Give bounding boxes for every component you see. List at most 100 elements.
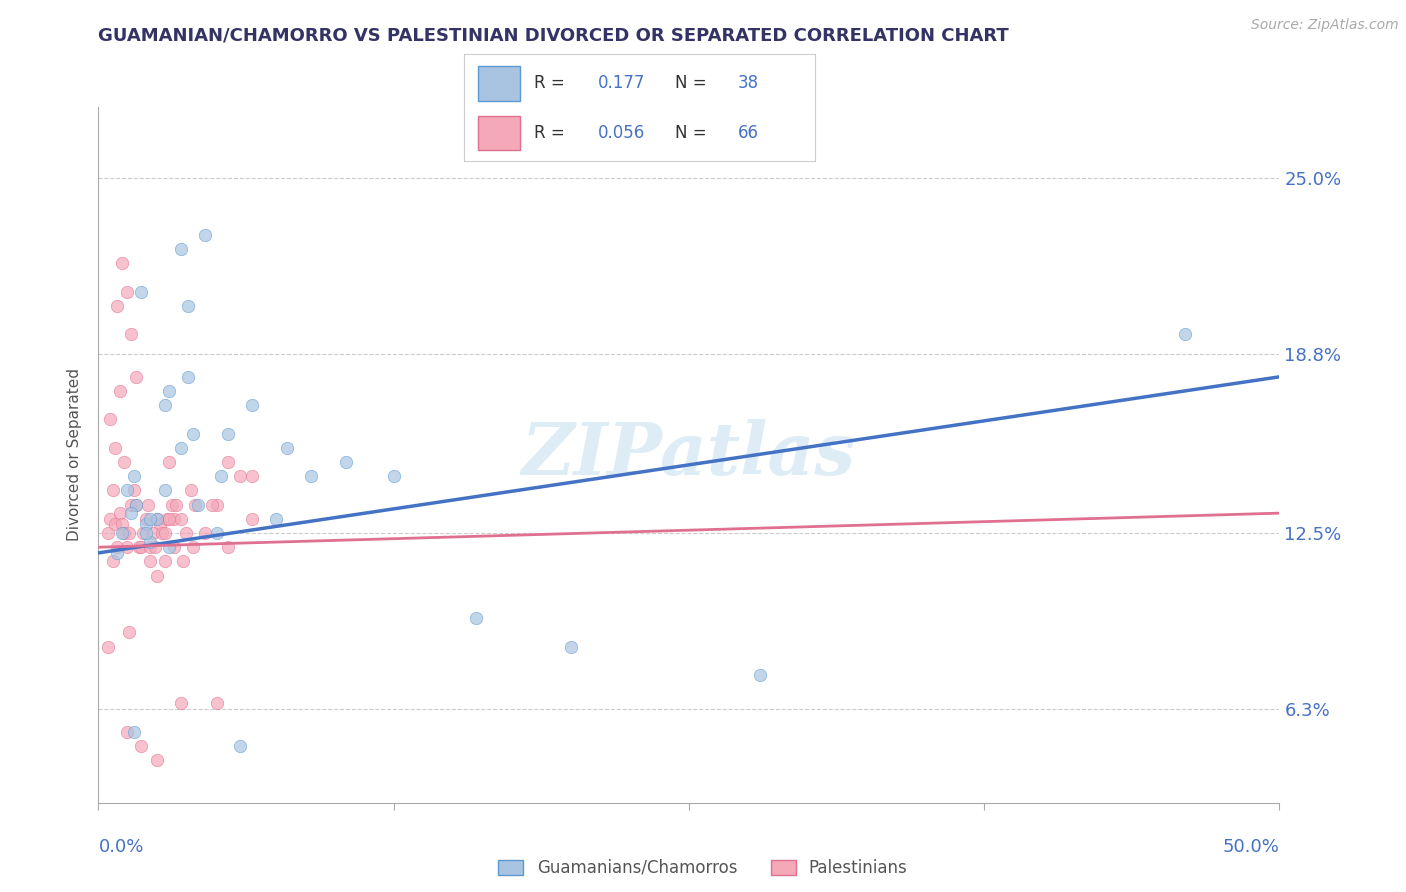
Text: GUAMANIAN/CHAMORRO VS PALESTINIAN DIVORCED OR SEPARATED CORRELATION CHART: GUAMANIAN/CHAMORRO VS PALESTINIAN DIVORC… bbox=[98, 27, 1010, 45]
Point bbox=[146, 568, 169, 582]
Point bbox=[172, 554, 194, 568]
Point bbox=[187, 498, 209, 512]
Point bbox=[299, 469, 322, 483]
Point bbox=[163, 512, 186, 526]
Point bbox=[125, 498, 148, 512]
Point bbox=[139, 534, 162, 549]
Point bbox=[98, 412, 121, 426]
Point bbox=[276, 441, 298, 455]
Point bbox=[125, 369, 148, 384]
Y-axis label: Divorced or Separated: Divorced or Separated bbox=[67, 368, 83, 541]
Point bbox=[135, 517, 157, 532]
Point bbox=[229, 739, 252, 753]
Legend: Guamanians/Chamorros, Palestinians: Guamanians/Chamorros, Palestinians bbox=[492, 853, 914, 884]
Point bbox=[156, 512, 179, 526]
Point bbox=[98, 512, 121, 526]
Point bbox=[111, 256, 134, 270]
Point bbox=[181, 540, 204, 554]
Point bbox=[157, 540, 180, 554]
Text: N =: N = bbox=[675, 124, 711, 142]
Point bbox=[180, 483, 202, 498]
Point bbox=[115, 483, 138, 498]
Point bbox=[174, 526, 197, 541]
Point bbox=[129, 540, 152, 554]
Point bbox=[122, 483, 145, 498]
Text: N =: N = bbox=[675, 75, 711, 93]
Text: 38: 38 bbox=[738, 75, 759, 93]
Point bbox=[160, 498, 183, 512]
Point bbox=[149, 517, 172, 532]
Text: ZIPatlas: ZIPatlas bbox=[522, 419, 856, 491]
Point bbox=[264, 512, 287, 526]
Point bbox=[170, 697, 193, 711]
Text: Source: ZipAtlas.com: Source: ZipAtlas.com bbox=[1251, 18, 1399, 32]
Point bbox=[217, 540, 239, 554]
FancyBboxPatch shape bbox=[478, 66, 520, 101]
Point bbox=[153, 526, 176, 541]
Point bbox=[112, 455, 135, 469]
Point bbox=[143, 540, 166, 554]
Point bbox=[108, 506, 131, 520]
Point bbox=[118, 625, 141, 640]
Point bbox=[170, 242, 193, 256]
Point bbox=[560, 640, 582, 654]
Point bbox=[101, 483, 124, 498]
Point bbox=[465, 611, 488, 625]
Point bbox=[170, 512, 193, 526]
Point bbox=[205, 697, 228, 711]
Point bbox=[201, 498, 224, 512]
Point bbox=[128, 540, 150, 554]
Point bbox=[217, 426, 239, 441]
Point bbox=[157, 512, 180, 526]
Point bbox=[142, 526, 165, 541]
Point bbox=[209, 469, 232, 483]
Point bbox=[205, 498, 228, 512]
FancyBboxPatch shape bbox=[478, 116, 520, 150]
Point bbox=[129, 739, 152, 753]
Point bbox=[104, 441, 127, 455]
Point bbox=[115, 724, 138, 739]
Point bbox=[122, 724, 145, 739]
Point bbox=[153, 398, 176, 412]
Point bbox=[205, 526, 228, 541]
Text: 66: 66 bbox=[738, 124, 759, 142]
Point bbox=[382, 469, 405, 483]
Text: 0.0%: 0.0% bbox=[98, 838, 143, 856]
Point bbox=[104, 517, 127, 532]
Point bbox=[335, 455, 357, 469]
Point bbox=[240, 469, 263, 483]
Point bbox=[181, 426, 204, 441]
Point bbox=[105, 299, 128, 313]
Point bbox=[135, 526, 157, 541]
Point bbox=[132, 526, 155, 541]
Point bbox=[111, 526, 134, 541]
Point bbox=[153, 483, 176, 498]
Point bbox=[153, 554, 176, 568]
Text: 0.056: 0.056 bbox=[598, 124, 645, 142]
Point bbox=[157, 455, 180, 469]
Point bbox=[111, 517, 134, 532]
Point bbox=[748, 668, 770, 682]
Point bbox=[97, 640, 120, 654]
Point bbox=[217, 455, 239, 469]
Point bbox=[121, 327, 143, 342]
Point bbox=[170, 441, 193, 455]
Point bbox=[115, 540, 138, 554]
Point bbox=[139, 540, 162, 554]
Point bbox=[139, 512, 162, 526]
Point bbox=[165, 498, 187, 512]
Text: 0.177: 0.177 bbox=[598, 75, 645, 93]
Point bbox=[108, 384, 131, 398]
Point bbox=[240, 512, 263, 526]
Point bbox=[1174, 327, 1197, 342]
Point bbox=[97, 526, 120, 541]
Point bbox=[139, 554, 162, 568]
Point bbox=[150, 526, 173, 541]
Point bbox=[163, 540, 186, 554]
Point bbox=[115, 285, 138, 299]
Point bbox=[121, 498, 143, 512]
Point bbox=[125, 498, 148, 512]
Point bbox=[157, 384, 180, 398]
Point bbox=[122, 469, 145, 483]
Text: R =: R = bbox=[534, 124, 571, 142]
